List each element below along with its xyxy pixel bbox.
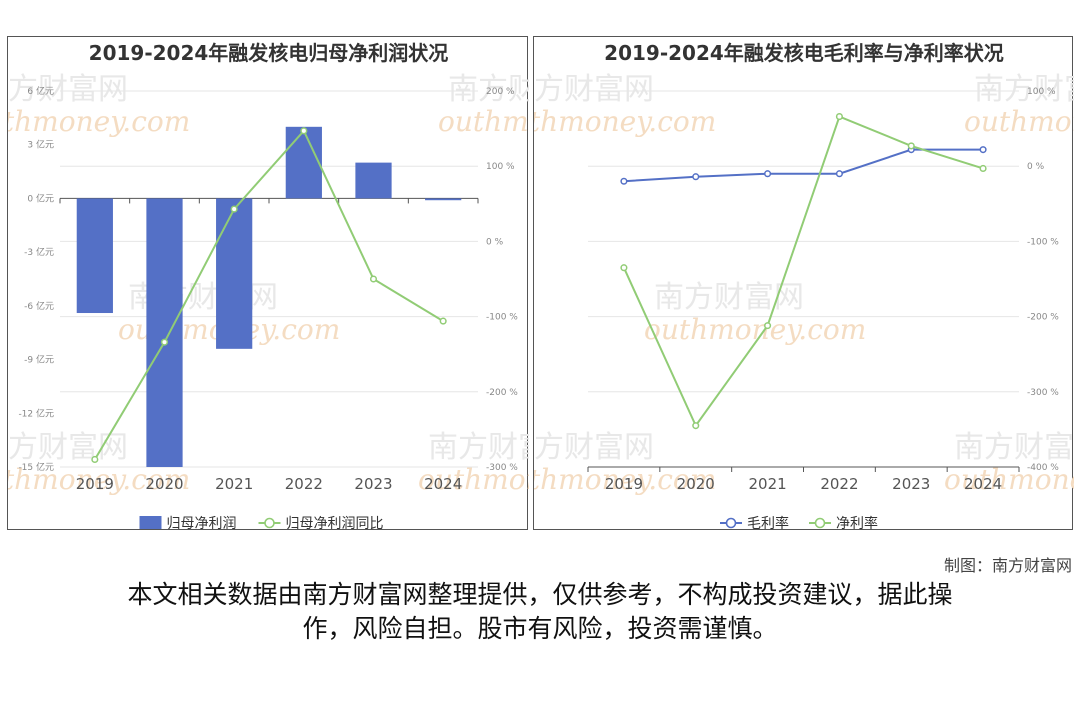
y-left-tick-label: -6 亿元 <box>24 300 54 312</box>
watermark-text: outhmoney.com <box>944 463 1074 496</box>
margin-chart-panel: 南方财富网outhmoney.com南方财富网outhmoney.com南方财富… <box>533 36 1074 531</box>
watermark-text: 南方财富网 <box>954 430 1074 465</box>
y-right-tick-label: -200 % <box>486 388 518 398</box>
disclaimer-line-2: 作，风险自担。股市有风险，投资需谨慎。 <box>302 614 778 643</box>
watermark-text: outhmoney.com <box>8 463 190 496</box>
bar-2021 <box>216 198 253 349</box>
x-tick-label: 2024 <box>424 475 462 493</box>
y-right-tick-label: -300 % <box>1027 388 1059 398</box>
disclaimer: 本文相关数据由南方财富网整理提供，仅供参考，不构成投资建议，据此操 作，风险自担… <box>80 578 1000 646</box>
legend-swatch-归母净利润 <box>139 516 162 529</box>
x-tick-label: 2020 <box>145 475 183 493</box>
chart-title: 2019-2024年融发核电毛利率与净利率状况 <box>604 41 1004 65</box>
watermark-text: outhmoney.com <box>438 105 529 138</box>
y-left-tick-label: -12 亿元 <box>18 407 54 419</box>
y-left-tick-label: -15 亿元 <box>18 461 54 473</box>
watermark-text: 南方财富网 <box>448 72 529 107</box>
x-tick-label: 2019 <box>605 475 643 493</box>
bar-2020 <box>146 198 183 467</box>
watermark-text: 南方财富网 <box>534 430 654 465</box>
bar-2023 <box>355 162 392 199</box>
disclaimer-line-1: 本文相关数据由南方财富网整理提供，仅供参考，不构成投资建议，据此操 <box>127 580 953 609</box>
data-point-2022 <box>835 113 843 121</box>
data-point-2022 <box>300 127 308 135</box>
series-line-归母净利润同比 <box>93 129 444 460</box>
data-point-2023 <box>907 142 915 150</box>
y-right-tick-label: -100 % <box>1027 237 1059 247</box>
watermark-text: outhmoney.com <box>418 463 529 496</box>
data-point-2021 <box>764 322 772 330</box>
net-profit-chart-panel: 南方财富网outhmoney.com南方财富网outhmoney.com南方财富… <box>7 36 529 531</box>
x-tick-label: 2023 <box>892 475 930 493</box>
watermark-text: outhmoney.com <box>964 105 1074 138</box>
chart-credit: 制图：南方财富网 <box>943 556 1072 575</box>
x-tick-label: 2021 <box>215 475 253 493</box>
net-profit-chart: 南方财富网outhmoney.com南方财富网outhmoney.com南方财富… <box>8 41 529 531</box>
watermark-text: 南方财富网 <box>534 72 654 107</box>
data-point-2020 <box>692 422 700 430</box>
x-tick-label: 2024 <box>964 475 1002 493</box>
series-line-毛利率 <box>623 148 984 183</box>
x-tick-label: 2022 <box>820 475 858 493</box>
legend-label-归母净利润同比: 归母净利润同比 <box>286 515 384 531</box>
bar-2024 <box>425 198 462 201</box>
y-right-tick-label: -100 % <box>486 313 518 323</box>
x-tick-label: 2022 <box>285 475 323 493</box>
watermark-text: outhmoney.com <box>8 105 190 138</box>
y-left-tick-label: -9 亿元 <box>24 354 54 366</box>
x-tick-label: 2021 <box>748 475 786 493</box>
y-right-tick-label: 0 % <box>486 237 504 247</box>
data-point-2019 <box>620 264 628 272</box>
watermark-text: 南方财富网 <box>428 430 529 465</box>
data-point-2019 <box>91 455 99 464</box>
data-point-2023 <box>369 275 378 283</box>
y-left-tick-label: 3 亿元 <box>27 139 54 151</box>
margin-chart: 南方财富网outhmoney.com南方财富网outhmoney.com南方财富… <box>534 41 1074 531</box>
x-tick-label: 2023 <box>354 475 392 493</box>
watermark-text: outhmoney.com <box>534 105 716 138</box>
bar-2019 <box>76 198 113 314</box>
y-left-tick-label: 0 亿元 <box>27 192 54 204</box>
watermark-text: 南方财富网 <box>8 72 128 107</box>
data-point-2024 <box>979 164 987 173</box>
data-point-2020 <box>692 173 700 181</box>
legend-marker-毛利率 <box>725 517 737 529</box>
data-point-2024 <box>979 146 987 154</box>
watermark-text: 南方财富网 <box>974 72 1074 107</box>
data-point-2021 <box>764 170 772 178</box>
y-right-tick-label: 200 % <box>486 87 515 97</box>
data-point-2024 <box>439 317 447 325</box>
y-right-tick-label: 100 % <box>1027 87 1056 97</box>
y-right-tick-label: -200 % <box>1027 313 1059 323</box>
data-point-2019 <box>620 177 628 185</box>
watermark-text: 南方财富网 <box>654 280 804 315</box>
y-left-tick-label: -3 亿元 <box>24 246 54 258</box>
legend-label-归母净利润: 归母净利润 <box>167 515 237 531</box>
data-point-2021 <box>230 205 238 213</box>
legend-label-净利率: 净利率 <box>836 515 878 531</box>
watermark-text: outhmoney.com <box>534 463 716 496</box>
legend-marker-归母净利润同比 <box>264 517 275 529</box>
y-right-tick-label: -400 % <box>1027 463 1059 473</box>
x-tick-label: 2019 <box>76 475 114 493</box>
y-right-tick-label: 0 % <box>1027 162 1045 172</box>
bar-2022 <box>285 126 322 199</box>
x-tick-label: 2020 <box>677 475 715 493</box>
legend-marker-净利率 <box>814 517 826 529</box>
series-line-净利率 <box>623 115 984 428</box>
data-point-2020 <box>160 338 169 346</box>
y-left-tick-label: 6 亿元 <box>27 85 54 97</box>
watermark-text: outhmoney.com <box>644 313 866 346</box>
legend-label-毛利率: 毛利率 <box>747 515 789 531</box>
data-point-2022 <box>835 170 843 178</box>
y-right-tick-label: 100 % <box>486 162 515 172</box>
chart-title: 2019-2024年融发核电归母净利润状况 <box>89 41 449 65</box>
y-right-tick-label: -300 % <box>486 463 518 473</box>
